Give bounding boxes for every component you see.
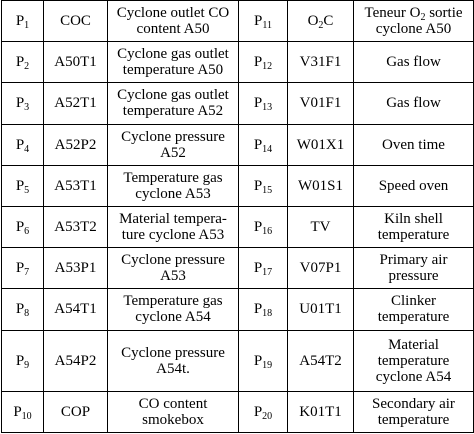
param-description: Speed oven xyxy=(353,164,474,207)
param-tag: COP xyxy=(43,390,108,434)
param-tag: V07P1 xyxy=(287,247,354,290)
param-id: P20 xyxy=(238,390,288,434)
param-description: Teneur O2 sortie cyclone A50 xyxy=(353,0,474,43)
table-row: P9 A54P2 Cyclone pressure A54t. P19 A54T… xyxy=(1,329,474,392)
param-description: Clinker temperature xyxy=(353,288,474,331)
param-tag: A54T2 xyxy=(287,329,354,392)
param-id: P9 xyxy=(1,329,44,392)
param-tag: W01X1 xyxy=(287,123,354,166)
param-id: P1 xyxy=(1,0,44,43)
param-id: P4 xyxy=(1,123,44,166)
param-tag: W01S1 xyxy=(287,164,354,207)
param-description: Material tempera-ture cyclone A53 xyxy=(107,205,239,249)
param-id: P8 xyxy=(1,288,44,331)
param-description: Temperature gas cyclone A54 xyxy=(107,288,239,331)
param-description: Oven time xyxy=(353,123,474,166)
param-description: Gas flow xyxy=(353,41,474,84)
param-description: Cyclone pressure A54t. xyxy=(107,329,239,392)
table-row: P2 A50T1 Cyclone gas outlet temperature … xyxy=(1,41,474,84)
param-tag: A50T1 xyxy=(43,41,108,84)
table-row: P3 A52T1 Cyclone gas outlet temperature … xyxy=(1,82,474,125)
table-row: P8 A54T1 Temperature gas cyclone A54 P18… xyxy=(1,288,474,331)
param-description: CO content smokebox xyxy=(107,390,239,434)
param-tag: TV xyxy=(287,205,354,249)
param-description: Kiln shell temperature xyxy=(353,205,474,249)
param-id: P6 xyxy=(1,205,44,249)
param-id: P12 xyxy=(238,41,288,84)
param-tag: V31F1 xyxy=(287,41,354,84)
table-row: P6 A53T2 Material tempera-ture cyclone A… xyxy=(1,205,474,249)
param-description: Cyclone gas outlet temperature A52 xyxy=(107,82,239,125)
param-tag: K01T1 xyxy=(287,390,354,434)
param-tag: A53P1 xyxy=(43,247,108,290)
param-tag: A54T1 xyxy=(43,288,108,331)
param-tag: A52P2 xyxy=(43,123,108,166)
param-id: P17 xyxy=(238,247,288,290)
param-description: Cyclone pressure A52 xyxy=(107,123,239,166)
table-row: P7 A53P1 Cyclone pressure A53 P17 V07P1 … xyxy=(1,247,474,290)
param-id: P18 xyxy=(238,288,288,331)
param-tag: A54P2 xyxy=(43,329,108,392)
param-id: P2 xyxy=(1,41,44,84)
param-id: P14 xyxy=(238,123,288,166)
param-id: P15 xyxy=(238,164,288,207)
param-id: P10 xyxy=(1,390,44,434)
param-tag: COC xyxy=(43,0,108,43)
param-tag: A53T2 xyxy=(43,205,108,249)
table-row: P10 COP CO content smokebox P20 K01T1 Se… xyxy=(1,390,474,434)
param-description: Material temperature cyclone A54 xyxy=(353,329,474,392)
param-description: Cyclone gas outlet temperature A50 xyxy=(107,41,239,84)
param-description: Cyclone outlet CO content A50 xyxy=(107,0,239,43)
param-id: P11 xyxy=(238,0,288,43)
param-id: P3 xyxy=(1,82,44,125)
param-description: Secondary air temperature xyxy=(353,390,474,434)
param-id: P16 xyxy=(238,205,288,249)
param-id: P7 xyxy=(1,247,44,290)
table-row: P1 COC Cyclone outlet CO content A50 P11… xyxy=(1,0,474,43)
table-row: P5 A53T1 Temperature gas cyclone A53 P15… xyxy=(1,164,474,207)
table-row: P4 A52P2 Cyclone pressure A52 P14 W01X1 … xyxy=(1,123,474,166)
param-tag: A52T1 xyxy=(43,82,108,125)
param-id: P5 xyxy=(1,164,44,207)
param-id: P19 xyxy=(238,329,288,392)
param-description: Temperature gas cyclone A53 xyxy=(107,164,239,207)
param-description: Gas flow xyxy=(353,82,474,125)
param-description: Primary air pressure xyxy=(353,247,474,290)
param-description: Cyclone pressure A53 xyxy=(107,247,239,290)
param-tag: U01T1 xyxy=(287,288,354,331)
param-id: P13 xyxy=(238,82,288,125)
param-tag: V01F1 xyxy=(287,82,354,125)
param-tag: A53T1 xyxy=(43,164,108,207)
param-tag: O2C xyxy=(287,0,354,43)
